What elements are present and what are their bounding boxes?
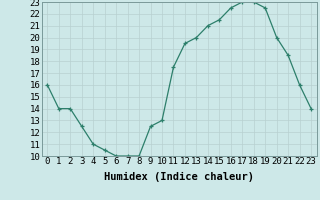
X-axis label: Humidex (Indice chaleur): Humidex (Indice chaleur) <box>104 172 254 182</box>
